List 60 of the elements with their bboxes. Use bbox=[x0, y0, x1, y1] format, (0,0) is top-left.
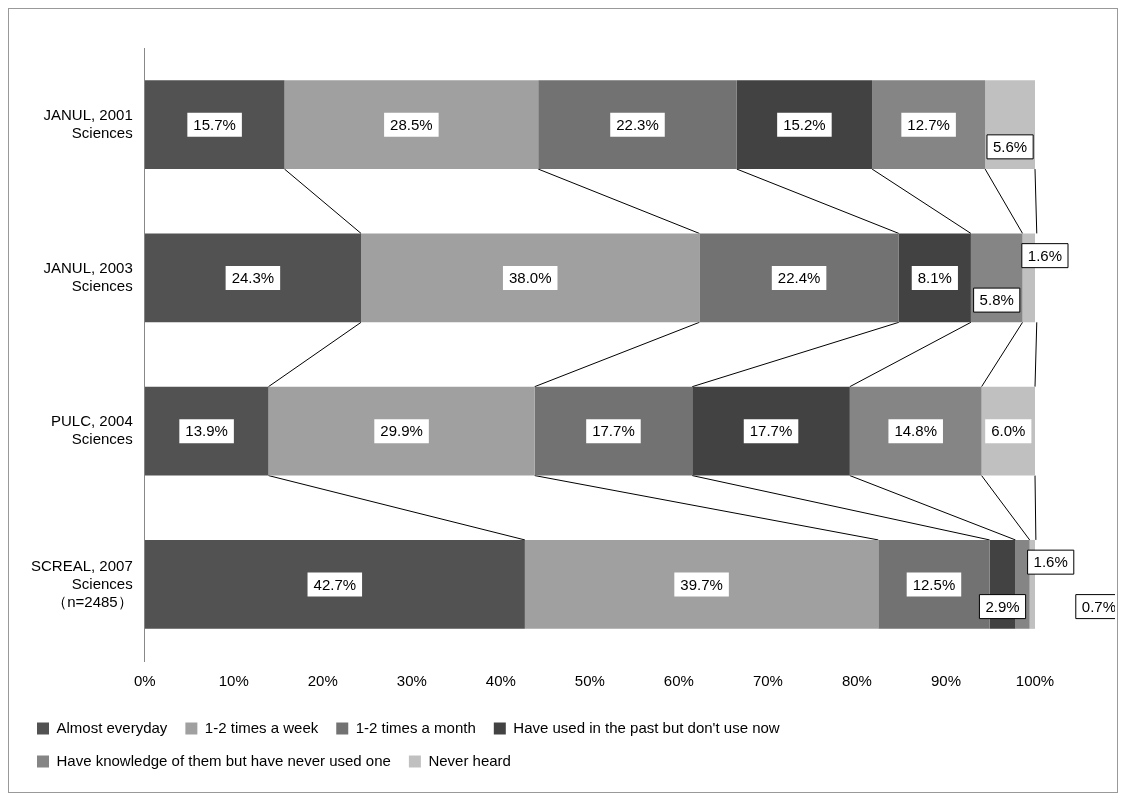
data-label: 1.6% bbox=[1033, 553, 1068, 571]
y-tick-label: JANUL, 2003 Sciences bbox=[43, 259, 133, 295]
data-label: 6.0% bbox=[991, 422, 1026, 440]
data-label: 29.9% bbox=[380, 422, 423, 440]
data-label: 24.3% bbox=[231, 269, 275, 287]
data-label: 17.7% bbox=[749, 422, 793, 440]
data-label: 28.5% bbox=[390, 115, 433, 133]
legend-label: 1-2 times a week bbox=[204, 718, 319, 736]
data-label: 14.8% bbox=[894, 422, 937, 440]
bar bbox=[144, 233, 362, 323]
bar bbox=[538, 80, 737, 170]
bar bbox=[736, 80, 873, 170]
data-label: 5.6% bbox=[992, 137, 1028, 155]
bar bbox=[699, 233, 899, 323]
y-tick-label: SCREAL, 2007 Sciences （n=2485） bbox=[30, 556, 133, 610]
data-label: 2.9% bbox=[985, 597, 1020, 615]
bar bbox=[144, 539, 525, 629]
x-tick-label: 60% bbox=[663, 672, 694, 690]
legend-label: Have used in the past but don't use now bbox=[513, 718, 780, 736]
x-tick-label: 50% bbox=[574, 672, 605, 690]
bar bbox=[361, 233, 700, 323]
data-label: 13.9% bbox=[185, 422, 228, 440]
data-label: 39.7% bbox=[680, 575, 723, 593]
data-label: 17.7% bbox=[592, 422, 635, 440]
bar bbox=[144, 386, 269, 476]
bar bbox=[144, 80, 285, 170]
x-tick-label: 70% bbox=[752, 672, 783, 690]
x-tick-label: 80% bbox=[841, 672, 872, 690]
data-label: 38.0% bbox=[508, 269, 552, 287]
bar bbox=[534, 386, 693, 476]
legend-label: Almost everyday bbox=[56, 718, 168, 736]
data-label: 15.2% bbox=[783, 115, 826, 133]
data-label: 12.5% bbox=[912, 575, 956, 593]
x-tick-label: 40% bbox=[485, 672, 516, 690]
x-tick-label: 100% bbox=[1015, 672, 1055, 690]
data-label: 5.8% bbox=[979, 291, 1014, 309]
data-label: 12.7% bbox=[907, 115, 950, 133]
data-label: 22.3% bbox=[616, 115, 659, 133]
data-label: 1.6% bbox=[1027, 246, 1063, 264]
bar bbox=[268, 386, 535, 476]
bar bbox=[692, 386, 850, 476]
y-tick-label: JANUL, 2001 Sciences bbox=[43, 105, 133, 141]
x-tick-label: 10% bbox=[218, 672, 249, 690]
x-tick-label: 30% bbox=[396, 672, 427, 690]
bar bbox=[284, 80, 539, 170]
data-label: 15.7% bbox=[193, 115, 236, 133]
y-tick-label: PULC, 2004 Sciences bbox=[51, 412, 133, 448]
bar bbox=[872, 80, 986, 170]
data-label: 8.1% bbox=[917, 269, 952, 287]
bar bbox=[524, 539, 879, 629]
data-label: 42.7% bbox=[313, 575, 357, 593]
legend-label: Have knowledge of them but have never used one bbox=[56, 751, 391, 769]
x-tick-label: 0% bbox=[133, 672, 156, 690]
x-tick-label: 20% bbox=[307, 672, 338, 690]
data-label: 22.4% bbox=[777, 269, 821, 287]
legend-label: Never heard bbox=[428, 751, 511, 769]
bar bbox=[849, 386, 982, 476]
legend-label: 1-2 times a month bbox=[355, 718, 476, 736]
x-tick-label: 90% bbox=[930, 672, 961, 690]
data-label: 0.7% bbox=[1081, 597, 1116, 615]
